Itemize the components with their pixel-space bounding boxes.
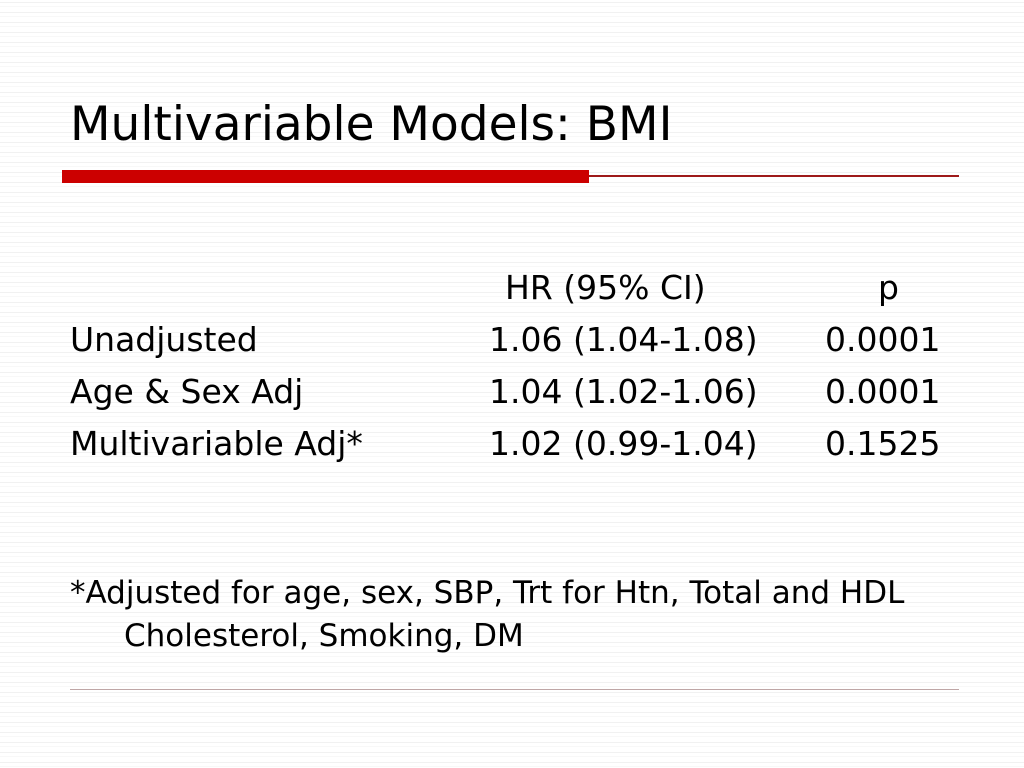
row-hr-value: 1.02 (0.99-1.04) xyxy=(489,424,758,463)
title-underline-accent-bar xyxy=(62,170,589,183)
row-p-value: 0.1525 xyxy=(825,424,941,463)
table-row: Multivariable Adj* 1.02 (0.99-1.04) 0.15… xyxy=(70,418,990,470)
column-header-hr: HR (95% CI) xyxy=(505,268,706,307)
column-header-p: p xyxy=(878,268,899,307)
table-row: Age & Sex Adj 1.04 (1.02-1.06) 0.0001 xyxy=(70,366,990,418)
bottom-divider xyxy=(70,689,959,690)
page-title: Multivariable Models: BMI xyxy=(70,97,673,152)
row-hr-value: 1.04 (1.02-1.06) xyxy=(489,372,758,411)
table-row: Unadjusted 1.06 (1.04-1.08) 0.0001 xyxy=(70,314,990,366)
row-p-value: 0.0001 xyxy=(825,372,941,411)
row-p-value: 0.0001 xyxy=(825,320,941,359)
results-table: HR (95% CI) p Unadjusted 1.06 (1.04-1.08… xyxy=(70,262,990,470)
row-label: Unadjusted xyxy=(70,320,258,359)
footnote-text: *Adjusted for age, sex, SBP, Trt for Htn… xyxy=(70,575,905,654)
row-label: Multivariable Adj* xyxy=(70,424,363,463)
row-label: Age & Sex Adj xyxy=(70,372,304,411)
row-hr-value: 1.06 (1.04-1.08) xyxy=(489,320,758,359)
table-header-row: HR (95% CI) p xyxy=(70,262,990,314)
